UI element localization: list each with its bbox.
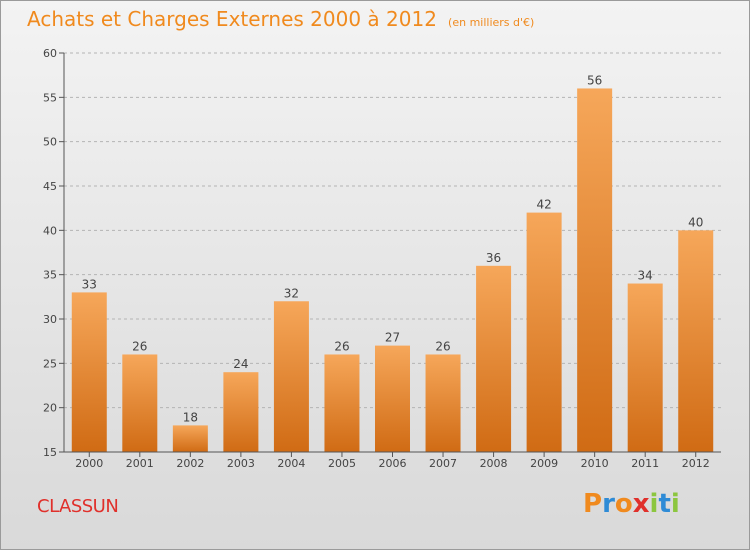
bars bbox=[71, 88, 714, 452]
y-tick-label: 20 bbox=[43, 402, 57, 415]
x-tick-label: 2007 bbox=[429, 457, 457, 470]
logo-letter: i bbox=[670, 489, 680, 519]
logo-letter: i bbox=[649, 489, 659, 519]
logo-letter: r bbox=[602, 489, 615, 519]
data-labels: 33 26 18 24 32 26 27 26 36 42 56 34 40 bbox=[82, 73, 704, 424]
data-label: 18 bbox=[183, 410, 198, 424]
x-tick-label: 2002 bbox=[176, 457, 204, 470]
chart-title: Achats et Charges Externes 2000 à 2012 bbox=[27, 7, 437, 31]
y-tick-label: 50 bbox=[43, 136, 57, 149]
bar bbox=[324, 354, 360, 452]
logo-letter: x bbox=[632, 489, 650, 519]
logo-letter: o bbox=[614, 489, 633, 519]
y-tick-label: 55 bbox=[43, 91, 57, 104]
data-label: 56 bbox=[587, 73, 602, 87]
x-tick-label: 2001 bbox=[126, 457, 154, 470]
y-tick-label: 15 bbox=[43, 446, 57, 459]
x-tick-label: 2003 bbox=[227, 457, 255, 470]
x-tick-label: 2006 bbox=[379, 457, 407, 470]
bar bbox=[425, 354, 461, 452]
bar bbox=[223, 372, 259, 452]
bar bbox=[577, 88, 613, 452]
y-tick-label: 45 bbox=[43, 180, 57, 193]
y-tick-label: 35 bbox=[43, 269, 57, 282]
data-label: 24 bbox=[233, 357, 248, 371]
logo-letter: t bbox=[658, 489, 671, 519]
bar bbox=[172, 425, 208, 452]
data-label: 33 bbox=[82, 277, 97, 291]
data-label: 42 bbox=[536, 198, 551, 212]
x-tick-label: 2012 bbox=[682, 457, 710, 470]
x-tick-labels: 2000 2001 2002 2003 2004 2005 2006 2007 2008 2009… bbox=[75, 452, 710, 470]
data-label: 34 bbox=[638, 269, 653, 283]
chart-subtitle: (en milliers d'€) bbox=[448, 16, 535, 29]
bar bbox=[375, 345, 410, 452]
commune-name: CLASSUN bbox=[37, 496, 119, 517]
x-tick-label: 2008 bbox=[480, 457, 508, 470]
y-tick-labels: 15 20 25 30 35 40 45 50 55 60 bbox=[43, 47, 57, 459]
data-label: 26 bbox=[435, 339, 450, 353]
bar bbox=[526, 212, 562, 452]
title-row: Achats et Charges Externes 2000 à 2012 (… bbox=[27, 7, 534, 31]
proxiti-logo: Proxiti bbox=[583, 489, 680, 519]
bar bbox=[273, 301, 309, 452]
data-label: 27 bbox=[385, 331, 400, 345]
x-tick-label: 2010 bbox=[581, 457, 609, 470]
y-tick-label: 40 bbox=[43, 224, 57, 237]
x-tick-label: 2009 bbox=[530, 457, 558, 470]
data-label: 26 bbox=[132, 339, 147, 353]
bar bbox=[71, 292, 107, 452]
x-tick-label: 2005 bbox=[328, 457, 356, 470]
x-tick-label: 2004 bbox=[277, 457, 305, 470]
logo-letter: P bbox=[583, 489, 603, 519]
bar bbox=[476, 265, 512, 452]
bar bbox=[122, 354, 158, 452]
y-tick-label: 25 bbox=[43, 357, 57, 370]
data-label: 36 bbox=[486, 251, 501, 265]
data-label: 40 bbox=[688, 215, 703, 229]
y-tick-label: 30 bbox=[43, 313, 57, 326]
bar bbox=[678, 230, 714, 452]
y-tick-label: 60 bbox=[43, 47, 57, 60]
x-tick-label: 2011 bbox=[631, 457, 659, 470]
data-label: 26 bbox=[334, 339, 349, 353]
bar bbox=[627, 283, 663, 452]
x-tick-label: 2000 bbox=[75, 457, 103, 470]
data-label: 32 bbox=[284, 286, 299, 300]
